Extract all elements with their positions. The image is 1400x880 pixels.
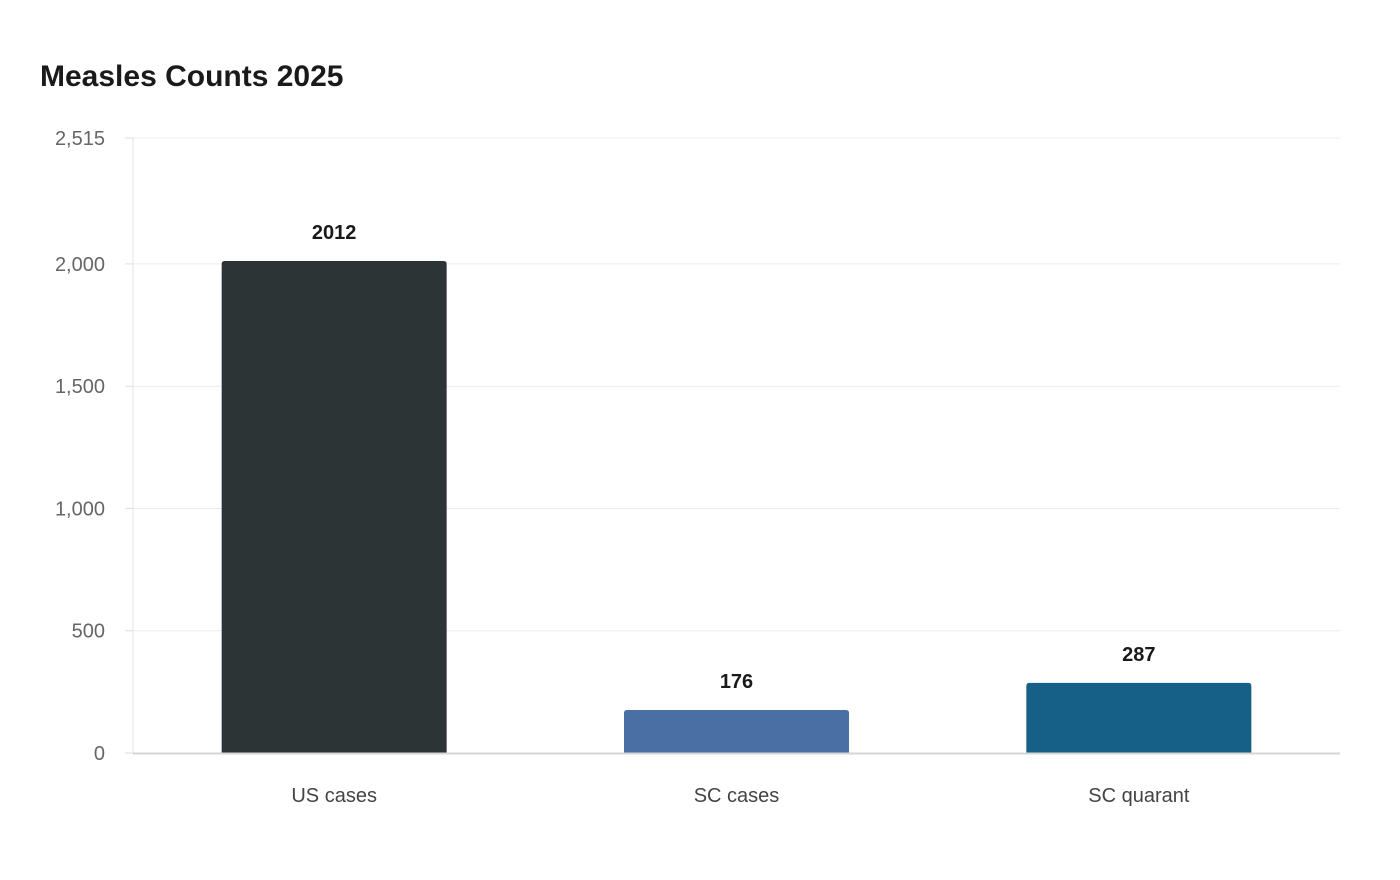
- x-tick-label: SC cases: [694, 785, 780, 807]
- data-label: 176: [720, 671, 753, 693]
- bar: [624, 709, 849, 753]
- y-tick-label: 0: [94, 743, 105, 765]
- bar: [1026, 682, 1252, 753]
- data-label: 287: [1122, 644, 1155, 666]
- y-tick-label: 2,000: [55, 254, 105, 276]
- y-tick-label: 2,515: [55, 128, 105, 150]
- chart-title: Measles Counts 2025: [40, 60, 344, 93]
- y-tick-label: 500: [72, 621, 105, 643]
- x-tick-label: SC quarant: [1088, 785, 1190, 807]
- bar: [221, 261, 447, 753]
- y-tick-label: 1,500: [55, 376, 105, 398]
- x-tick-label: US cases: [291, 785, 377, 807]
- data-label: 2012: [312, 222, 357, 244]
- y-tick-label: 1,000: [55, 498, 105, 520]
